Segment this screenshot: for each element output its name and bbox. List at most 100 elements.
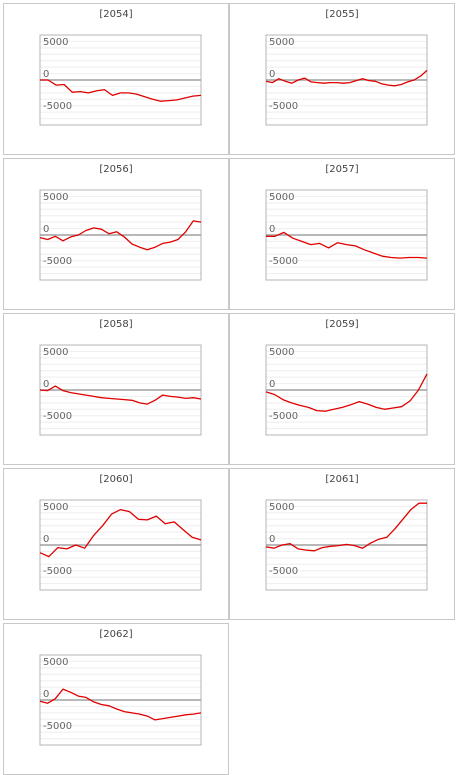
data-point: [394, 528, 396, 530]
data-point: [116, 231, 118, 233]
data-point: [93, 227, 95, 229]
data-point: [146, 519, 148, 521]
data-point: [169, 395, 171, 397]
data-point: [363, 249, 365, 251]
series-line: [39, 688, 202, 721]
y-tick-label: -5000: [269, 256, 298, 267]
data-point: [77, 393, 79, 395]
series-line: [265, 69, 428, 87]
y-tick-label: 0: [269, 379, 275, 390]
data-point: [162, 242, 164, 244]
data-point: [337, 242, 339, 244]
chart-title: [2055]: [325, 9, 359, 20]
data-point: [146, 403, 148, 405]
data-point: [192, 397, 194, 399]
data-point: [100, 397, 102, 399]
data-point: [139, 713, 141, 715]
data-point: [93, 701, 95, 703]
data-point: [354, 545, 356, 547]
chart-title: [2058]: [99, 319, 133, 330]
data-point: [103, 89, 105, 91]
data-point: [177, 715, 179, 717]
data-point: [146, 715, 148, 717]
data-point: [346, 543, 348, 545]
data-point: [62, 240, 64, 242]
data-point: [283, 231, 285, 233]
data-point: [292, 237, 294, 239]
data-point: [70, 236, 72, 238]
series-line: [40, 79, 202, 102]
data-point: [401, 406, 403, 408]
data-point: [108, 233, 110, 235]
data-point: [284, 80, 286, 82]
y-tick-label: -5000: [43, 721, 72, 732]
y-tick-label: 0: [43, 379, 49, 390]
plot-area: 5000 0 -5000: [39, 34, 202, 126]
data-point: [426, 502, 428, 504]
data-point: [169, 241, 171, 243]
data-point: [328, 247, 330, 249]
data-point: [386, 536, 388, 538]
data-point: [55, 84, 57, 86]
data-point: [77, 695, 79, 697]
y-tick-label: 5000: [43, 192, 68, 203]
data-point: [402, 518, 404, 520]
data-point: [79, 91, 81, 93]
plot-area: 5000 0 -5000: [39, 344, 202, 436]
data-point: [329, 545, 331, 547]
data-point: [139, 402, 141, 404]
data-point: [362, 547, 364, 549]
data-point: [408, 257, 410, 259]
data-point: [265, 391, 267, 393]
data-point: [200, 94, 202, 96]
data-point: [111, 94, 113, 96]
y-tick-label: 0: [269, 534, 275, 545]
data-point: [136, 93, 138, 95]
data-point: [350, 404, 352, 406]
data-point: [47, 390, 49, 392]
data-point: [394, 85, 396, 87]
data-point: [152, 98, 154, 100]
data-point: [176, 99, 178, 101]
data-point: [108, 705, 110, 707]
data-point: [374, 80, 376, 82]
data-point: [116, 708, 118, 710]
series-line: [265, 373, 428, 412]
chart-title: [2060]: [99, 474, 133, 485]
data-point: [319, 242, 321, 244]
data-point: [265, 235, 267, 237]
chart-panel: [2060] 5000 0 -5000: [3, 468, 229, 620]
data-point: [372, 252, 374, 254]
y-tick-label: 0: [269, 69, 275, 80]
data-point: [123, 236, 125, 238]
data-point: [70, 392, 72, 394]
data-point: [289, 543, 291, 545]
chart-title: [2056]: [99, 164, 133, 175]
data-point: [200, 712, 202, 714]
y-tick-label: -5000: [269, 566, 298, 577]
data-point: [93, 395, 95, 397]
data-point: [333, 408, 335, 410]
data-point: [162, 718, 164, 720]
chart-panel: [2054] 5000 0 -5000: [3, 3, 229, 155]
data-point: [177, 239, 179, 241]
data-point: [70, 691, 72, 693]
series-line: [39, 385, 202, 405]
data-point: [139, 246, 141, 248]
data-point: [123, 711, 125, 713]
data-point: [399, 257, 401, 259]
data-point: [299, 404, 301, 406]
data-point: [316, 410, 318, 412]
series-line: [266, 231, 428, 259]
data-point: [317, 82, 319, 84]
data-point: [173, 521, 175, 523]
data-point: [358, 401, 360, 403]
data-point: [291, 82, 293, 84]
data-point: [400, 84, 402, 86]
data-point: [378, 538, 380, 540]
data-point: [342, 82, 344, 84]
y-tick-label: -5000: [43, 411, 72, 422]
plot-area: 5000 0 -5000: [39, 654, 202, 746]
data-point: [301, 240, 303, 242]
